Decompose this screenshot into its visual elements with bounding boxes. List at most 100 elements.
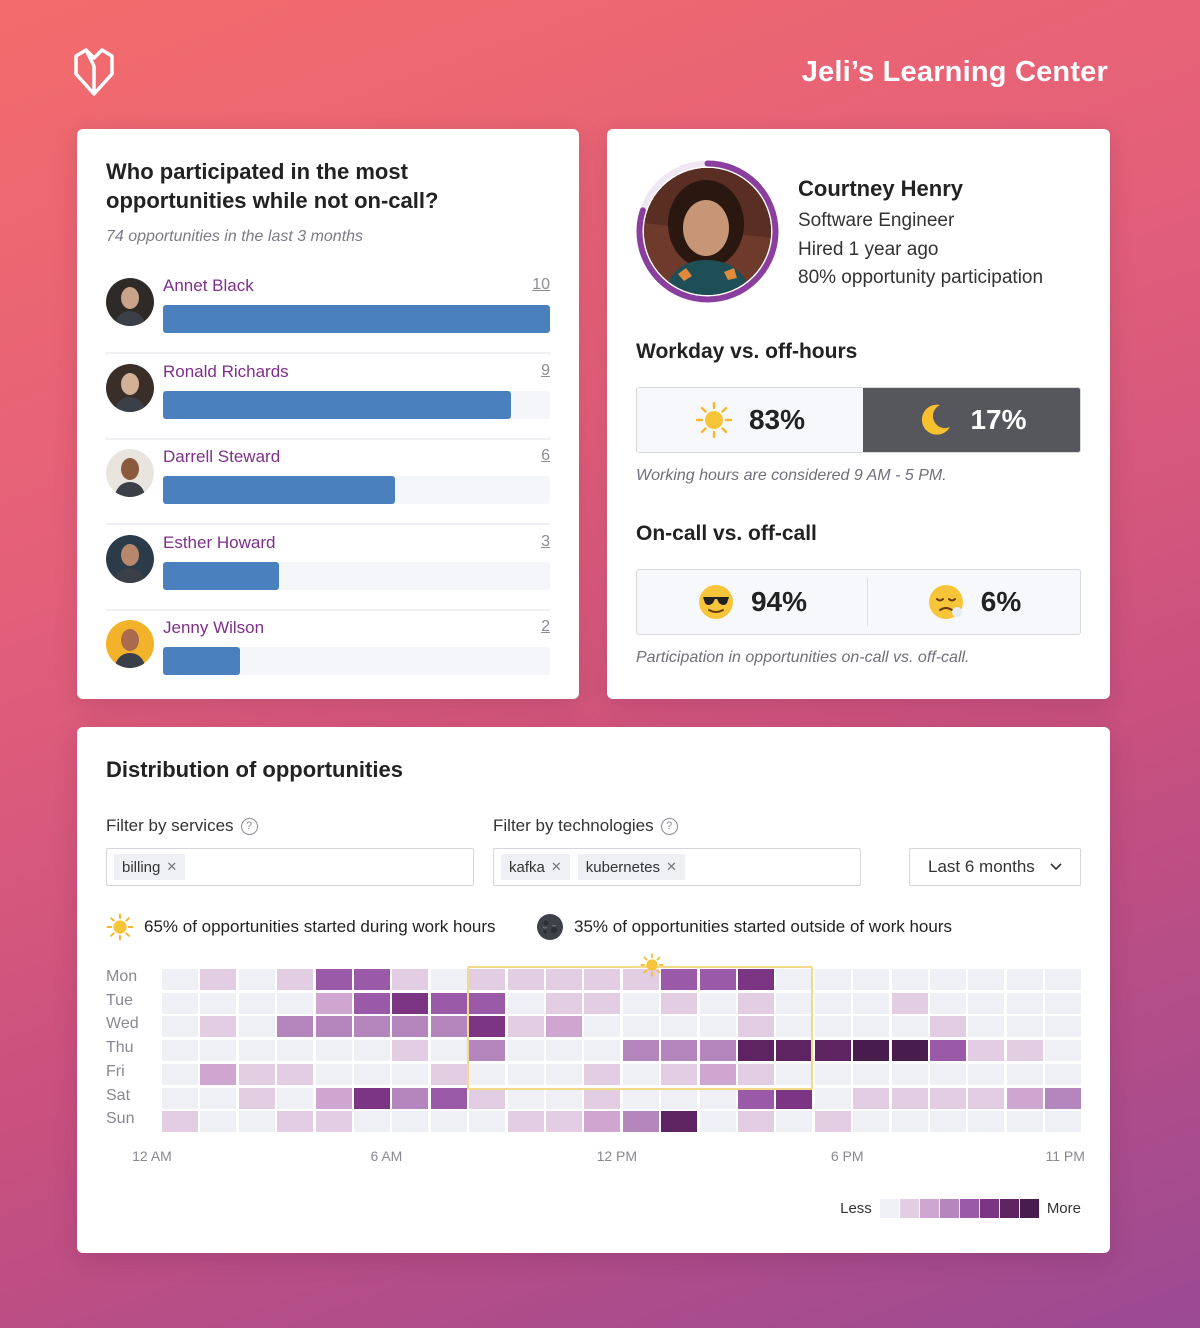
participant-name[interactable]: Annet Black <box>163 276 254 295</box>
heatmap-cell[interactable] <box>853 1111 890 1133</box>
heatmap-cell[interactable] <box>930 1111 966 1133</box>
heatmap-cell[interactable] <box>584 992 621 1014</box>
heatmap-cell[interactable] <box>354 992 390 1014</box>
heatmap-cell[interactable] <box>277 992 314 1014</box>
heatmap-cell[interactable] <box>200 1111 237 1133</box>
heatmap-cell[interactable] <box>1045 1087 1082 1109</box>
heatmap-cell[interactable] <box>469 1087 506 1109</box>
heatmap-cell[interactable] <box>930 1016 966 1038</box>
heatmap-cell[interactable] <box>661 969 698 990</box>
heatmap-cell[interactable] <box>584 1063 621 1085</box>
heatmap-cell[interactable] <box>238 1111 275 1133</box>
heatmap-cell[interactable] <box>392 992 429 1014</box>
heatmap-cell[interactable] <box>584 1087 621 1109</box>
heatmap-cell[interactable] <box>776 969 813 990</box>
heatmap-cell[interactable] <box>776 1063 813 1085</box>
heatmap-cell[interactable] <box>392 1111 429 1133</box>
heatmap-cell[interactable] <box>930 1040 966 1062</box>
heatmap-cell[interactable] <box>776 1040 813 1062</box>
heatmap-cell[interactable] <box>930 992 966 1014</box>
heatmap-cell[interactable] <box>546 1087 582 1109</box>
heatmap-cell[interactable] <box>469 1063 506 1085</box>
heatmap-cell[interactable] <box>661 1040 698 1062</box>
heatmap-cell[interactable] <box>238 1087 275 1109</box>
heatmap-cell[interactable] <box>968 1087 1005 1109</box>
heatmap-cell[interactable] <box>814 1016 851 1038</box>
heatmap-cell[interactable] <box>469 1040 506 1062</box>
heatmap-cell[interactable] <box>738 1087 774 1109</box>
avatar[interactable] <box>106 449 154 497</box>
heatmap-cell[interactable] <box>469 1111 506 1133</box>
heatmap-cell[interactable] <box>546 1040 582 1062</box>
heatmap-cell[interactable] <box>430 1040 467 1062</box>
heatmap-cell[interactable] <box>891 992 928 1014</box>
date-range-select[interactable]: Last 6 months <box>909 848 1081 886</box>
heatmap-cell[interactable] <box>661 992 698 1014</box>
heatmap-cell[interactable] <box>584 1040 621 1062</box>
heatmap-cell[interactable] <box>200 992 237 1014</box>
heatmap-cell[interactable] <box>277 1040 314 1062</box>
heatmap-cell[interactable] <box>776 992 813 1014</box>
heatmap-cell[interactable] <box>968 992 1005 1014</box>
heatmap-cell[interactable] <box>238 1063 275 1085</box>
heatmap-cell[interactable] <box>1045 1063 1082 1085</box>
heatmap-cell[interactable] <box>162 1016 198 1038</box>
heatmap-cell[interactable] <box>200 969 237 990</box>
jeli-logo-icon[interactable] <box>72 48 116 96</box>
heatmap-cell[interactable] <box>930 1063 966 1085</box>
heatmap-cell[interactable] <box>546 1111 582 1133</box>
heatmap-cell[interactable] <box>430 1063 467 1085</box>
heatmap-cell[interactable] <box>1045 1016 1082 1038</box>
heatmap-cell[interactable] <box>277 1063 314 1085</box>
heatmap-cell[interactable] <box>546 992 582 1014</box>
heatmap-cell[interactable] <box>968 1016 1005 1038</box>
heatmap-cell[interactable] <box>930 1087 966 1109</box>
heatmap-cell[interactable] <box>1006 1111 1043 1133</box>
heatmap-cell[interactable] <box>699 969 736 990</box>
heatmap-cell[interactable] <box>238 969 275 990</box>
heatmap-cell[interactable] <box>1006 1063 1043 1085</box>
heatmap-cell[interactable] <box>507 1063 544 1085</box>
technologies-filter-input[interactable]: kafka ✕ kubernetes ✕ <box>493 848 861 886</box>
heatmap-cell[interactable] <box>469 1016 506 1038</box>
heatmap-cell[interactable] <box>622 969 659 990</box>
heatmap-cell[interactable] <box>814 1040 851 1062</box>
help-icon[interactable]: ? <box>240 817 258 835</box>
heatmap-cell[interactable] <box>891 1087 928 1109</box>
heatmap-cell[interactable] <box>814 1111 851 1133</box>
heatmap-cell[interactable] <box>1045 1111 1082 1133</box>
participant-name[interactable]: Darrell Steward <box>163 447 281 466</box>
heatmap-cell[interactable] <box>1006 992 1043 1014</box>
participant-row[interactable]: Esther Howard 3 <box>106 525 550 611</box>
participant-name[interactable]: Jenny Wilson <box>163 618 265 637</box>
filter-chip[interactable]: kubernetes ✕ <box>577 854 685 880</box>
heatmap-cell[interactable] <box>430 1087 467 1109</box>
heatmap-cell[interactable] <box>661 1063 698 1085</box>
heatmap-cell[interactable] <box>699 1087 736 1109</box>
participant-count[interactable]: 6 <box>541 447 550 464</box>
heatmap-cell[interactable] <box>622 1087 659 1109</box>
heatmap-cell[interactable] <box>699 1111 736 1133</box>
participant-row[interactable]: Jenny Wilson 2 <box>106 610 550 696</box>
heatmap-cell[interactable] <box>968 969 1005 990</box>
heatmap-cell[interactable] <box>162 969 198 990</box>
participant-row[interactable]: Ronald Richards 9 <box>106 354 550 440</box>
heatmap-cell[interactable] <box>354 1016 390 1038</box>
heatmap-cell[interactable] <box>699 1016 736 1038</box>
heatmap-cell[interactable] <box>430 1111 467 1133</box>
heatmap-cell[interactable] <box>546 1063 582 1085</box>
heatmap-cell[interactable] <box>776 1111 813 1133</box>
participant-count[interactable]: 9 <box>541 361 550 379</box>
heatmap-cell[interactable] <box>354 1111 390 1133</box>
participant-name[interactable]: Esther Howard <box>163 532 276 552</box>
heatmap-cell[interactable] <box>1045 992 1082 1014</box>
heatmap-cell[interactable] <box>891 1111 928 1133</box>
heatmap-cell[interactable] <box>315 1087 352 1109</box>
participant-count[interactable]: 2 <box>541 618 550 635</box>
heatmap-cell[interactable] <box>277 1016 314 1038</box>
heatmap-cell[interactable] <box>507 992 544 1014</box>
services-filter-input[interactable]: billing ✕ <box>106 848 474 886</box>
heatmap-cell[interactable] <box>738 1111 774 1133</box>
heatmap-cell[interactable] <box>277 1087 314 1109</box>
heatmap-cell[interactable] <box>699 1063 736 1085</box>
